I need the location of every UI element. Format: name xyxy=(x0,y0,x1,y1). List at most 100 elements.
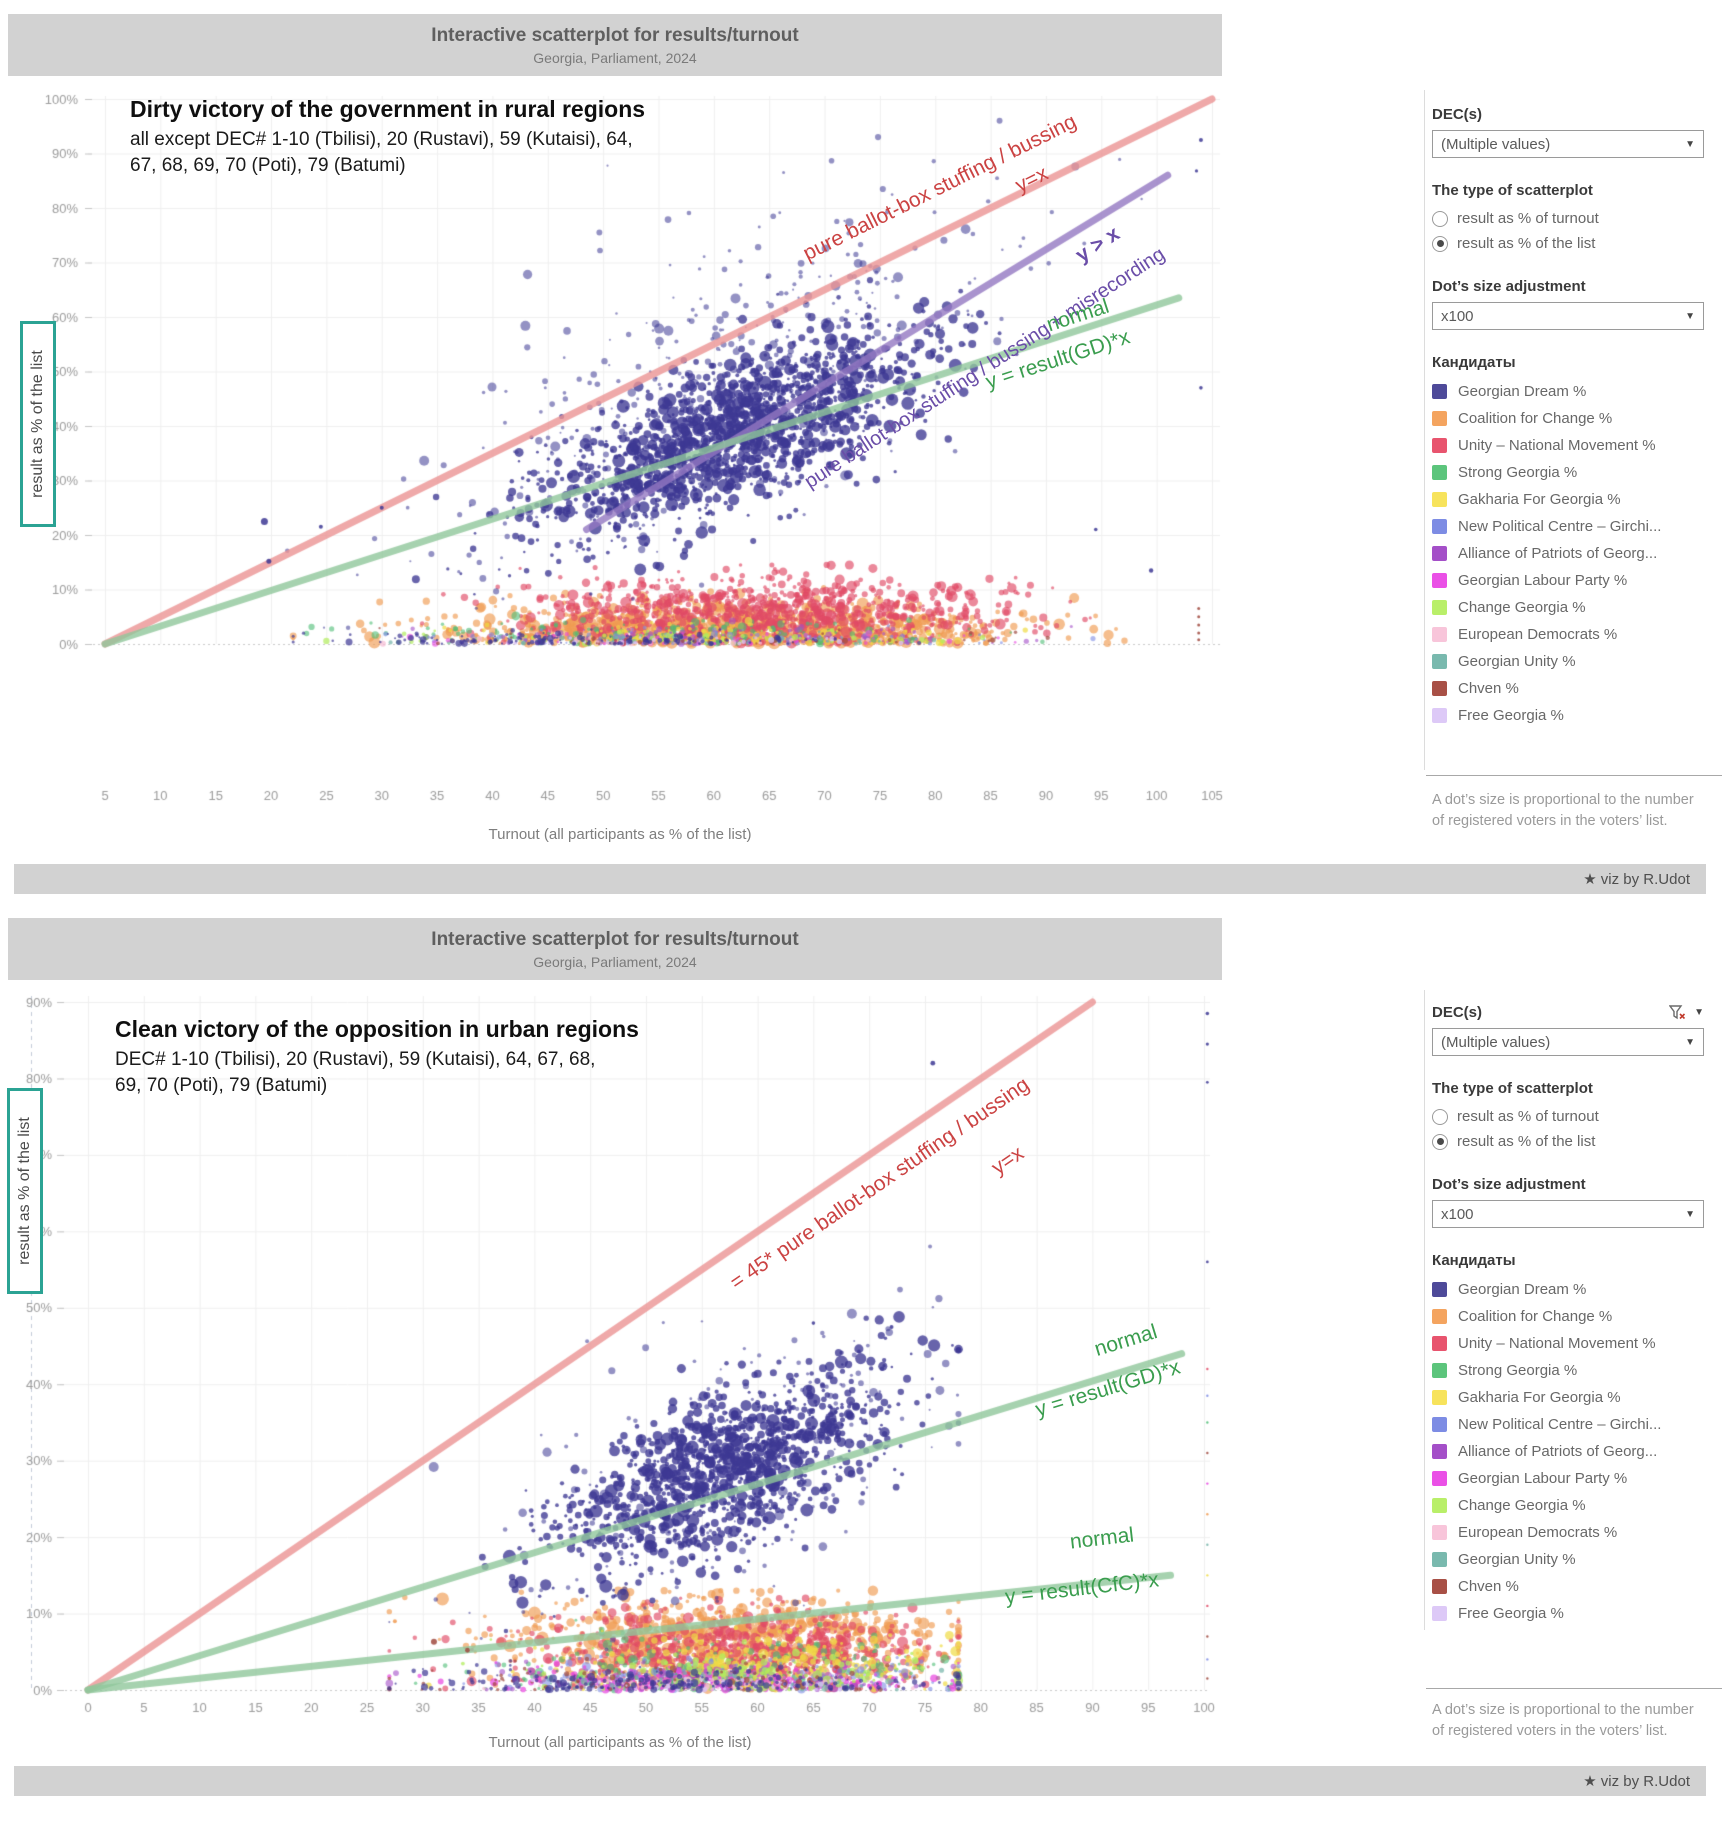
legend-item-label: Unity – National Movement % xyxy=(1458,437,1656,454)
legend-item[interactable]: Coalition for Change % xyxy=(1432,1303,1704,1330)
legend-swatch xyxy=(1432,1471,1447,1486)
radio-result-pct-list[interactable]: result as % of the list xyxy=(1432,231,1704,256)
radio-result-pct-turnout[interactable]: result as % of turnout xyxy=(1432,1104,1704,1129)
legend-item-label: Alliance of Patriots of Georg... xyxy=(1458,1443,1658,1460)
legend-item-label: Georgian Labour Party % xyxy=(1458,572,1628,589)
panel1-title: Interactive scatterplot for results/turn… xyxy=(431,24,799,46)
legend-item[interactable]: Coalition for Change % xyxy=(1432,405,1704,432)
legend-item[interactable]: Georgian Dream % xyxy=(1432,378,1704,405)
radio-off-icon xyxy=(1432,210,1448,227)
legend-swatch xyxy=(1432,681,1447,696)
candidates-legend-title: Кандидаты xyxy=(1432,1252,1516,1269)
legend-item[interactable]: Georgian Dream % xyxy=(1432,1276,1704,1303)
chevron-down-icon[interactable]: ▼ xyxy=(1694,1007,1704,1018)
legend-item-label: Free Georgia % xyxy=(1458,707,1564,724)
dec-filter-label: DEC(s) xyxy=(1432,106,1483,123)
legend-item-label: Change Georgia % xyxy=(1458,1497,1586,1514)
dot-size-value: x100 xyxy=(1441,1205,1474,1223)
legend-swatch xyxy=(1432,1579,1447,1594)
legend-item[interactable]: Chven % xyxy=(1432,1573,1704,1600)
panel2-title: Interactive scatterplot for results/turn… xyxy=(431,928,799,950)
legend-swatch xyxy=(1432,519,1447,534)
legend-item-label: New Political Centre – Girchi... xyxy=(1458,1416,1662,1433)
legend-item-label: Unity – National Movement % xyxy=(1458,1335,1656,1352)
radio-result-pct-turnout[interactable]: result as % of turnout xyxy=(1432,206,1704,231)
legend-item[interactable]: Georgian Labour Party % xyxy=(1432,1465,1704,1492)
legend-item[interactable]: Georgian Labour Party % xyxy=(1432,567,1704,594)
legend-item[interactable]: Unity – National Movement % xyxy=(1432,432,1704,459)
legend-item-label: Georgian Dream % xyxy=(1458,383,1587,400)
dec-filter-dropdown[interactable]: (Multiple values) ▼ xyxy=(1432,1028,1704,1056)
legend-item-label: European Democrats % xyxy=(1458,626,1618,643)
legend-swatch xyxy=(1432,465,1447,480)
radio-on-icon xyxy=(1432,1133,1448,1150)
panel1-plot-heading: Dirty victory of the government in rural… xyxy=(130,96,730,178)
candidates-legend-title: Кандидаты xyxy=(1432,354,1516,371)
dec-filter-dropdown[interactable]: (Multiple values) ▼ xyxy=(1432,130,1704,158)
legend-swatch xyxy=(1432,654,1447,669)
legend-item-label: Chven % xyxy=(1458,1578,1519,1595)
legend-swatch xyxy=(1432,384,1447,399)
legend-item-label: Georgian Labour Party % xyxy=(1458,1470,1628,1487)
legend-item-label: Gakharia For Georgia % xyxy=(1458,491,1621,508)
panel2-plot-heading: Clean victory of the opposition in urban… xyxy=(115,1016,735,1098)
chevron-down-icon: ▼ xyxy=(1685,138,1695,150)
legend-swatch xyxy=(1432,438,1447,453)
legend-item[interactable]: European Democrats % xyxy=(1432,621,1704,648)
legend-item[interactable]: Change Georgia % xyxy=(1432,594,1704,621)
legend-item[interactable]: Georgian Unity % xyxy=(1432,648,1704,675)
legend-swatch xyxy=(1432,1417,1447,1432)
clear-filter-icon[interactable] xyxy=(1669,1004,1686,1021)
panel2-y-axis-label: result as % of the list xyxy=(7,1088,43,1294)
dot-size-note: A dot’s size is proportional to the numb… xyxy=(1432,1702,1694,1740)
legend-item[interactable]: Chven % xyxy=(1432,675,1704,702)
scatterplot-rural[interactable] xyxy=(0,76,1240,836)
legend-item-label: Georgian Unity % xyxy=(1458,653,1576,670)
legend-swatch xyxy=(1432,411,1447,426)
legend-item-label: Georgian Unity % xyxy=(1458,1551,1576,1568)
legend-item[interactable]: Gakharia For Georgia % xyxy=(1432,486,1704,513)
legend-swatch xyxy=(1432,1552,1447,1567)
legend-swatch xyxy=(1432,1444,1447,1459)
legend-item[interactable]: Unity – National Movement % xyxy=(1432,1330,1704,1357)
legend-item-label: European Democrats % xyxy=(1458,1524,1618,1541)
legend-item[interactable]: Free Georgia % xyxy=(1432,1600,1704,1627)
scatterplot-urban[interactable] xyxy=(0,980,1240,1760)
legend-item-label: Free Georgia % xyxy=(1458,1605,1564,1622)
candidates-legend: Georgian Dream % Coalition for Change % Un… xyxy=(1432,378,1704,729)
legend-item[interactable]: European Democrats % xyxy=(1432,1519,1704,1546)
panel2-plot-subtitle: DEC# 1-10 (Tbilisi), 20 (Rustavi), 59 (K… xyxy=(115,1049,596,1096)
legend-item[interactable]: Georgian Unity % xyxy=(1432,1546,1704,1573)
legend-item[interactable]: New Political Centre – Girchi... xyxy=(1432,513,1704,540)
radio-on-icon xyxy=(1432,235,1448,252)
legend-item[interactable]: New Political Centre – Girchi... xyxy=(1432,1411,1704,1438)
panel2-sidebar-separator xyxy=(1424,990,1425,1630)
legend-item[interactable]: Gakharia For Georgia % xyxy=(1432,1384,1704,1411)
radio-result-pct-list[interactable]: result as % of the list xyxy=(1432,1129,1704,1154)
legend-swatch xyxy=(1432,1498,1447,1513)
viz-credit: ★ viz by R.Udot xyxy=(1583,1773,1690,1790)
legend-swatch xyxy=(1432,600,1447,615)
candidates-legend: Georgian Dream % Coalition for Change % Un… xyxy=(1432,1276,1704,1627)
panel1-sidebar-separator xyxy=(1424,90,1425,770)
dot-size-dropdown[interactable]: x100 ▼ xyxy=(1432,302,1704,330)
legend-item[interactable]: Strong Georgia % xyxy=(1432,1357,1704,1384)
legend-swatch xyxy=(1432,1336,1447,1351)
legend-item-label: Strong Georgia % xyxy=(1458,1362,1578,1379)
legend-item[interactable]: Change Georgia % xyxy=(1432,1492,1704,1519)
panel2-x-axis-title: Turnout (all participants as % of the li… xyxy=(488,1734,752,1751)
dec-filter-value: (Multiple values) xyxy=(1441,1033,1551,1051)
legend-item[interactable]: Alliance of Patriots of Georg... xyxy=(1432,1438,1704,1465)
legend-swatch xyxy=(1432,1282,1447,1297)
panel1-title-bar: Interactive scatterplot for results/turn… xyxy=(8,14,1222,76)
legend-swatch xyxy=(1432,1606,1447,1621)
legend-item[interactable]: Alliance of Patriots of Georg... xyxy=(1432,540,1704,567)
dot-size-dropdown[interactable]: x100 ▼ xyxy=(1432,1200,1704,1228)
legend-swatch xyxy=(1432,627,1447,642)
legend-swatch xyxy=(1432,1363,1447,1378)
legend-item[interactable]: Free Georgia % xyxy=(1432,702,1704,729)
radio-label: result as % of the list xyxy=(1457,1133,1596,1150)
legend-item[interactable]: Strong Georgia % xyxy=(1432,459,1704,486)
radio-label: result as % of turnout xyxy=(1457,210,1599,227)
sidebar-divider xyxy=(1426,775,1722,776)
